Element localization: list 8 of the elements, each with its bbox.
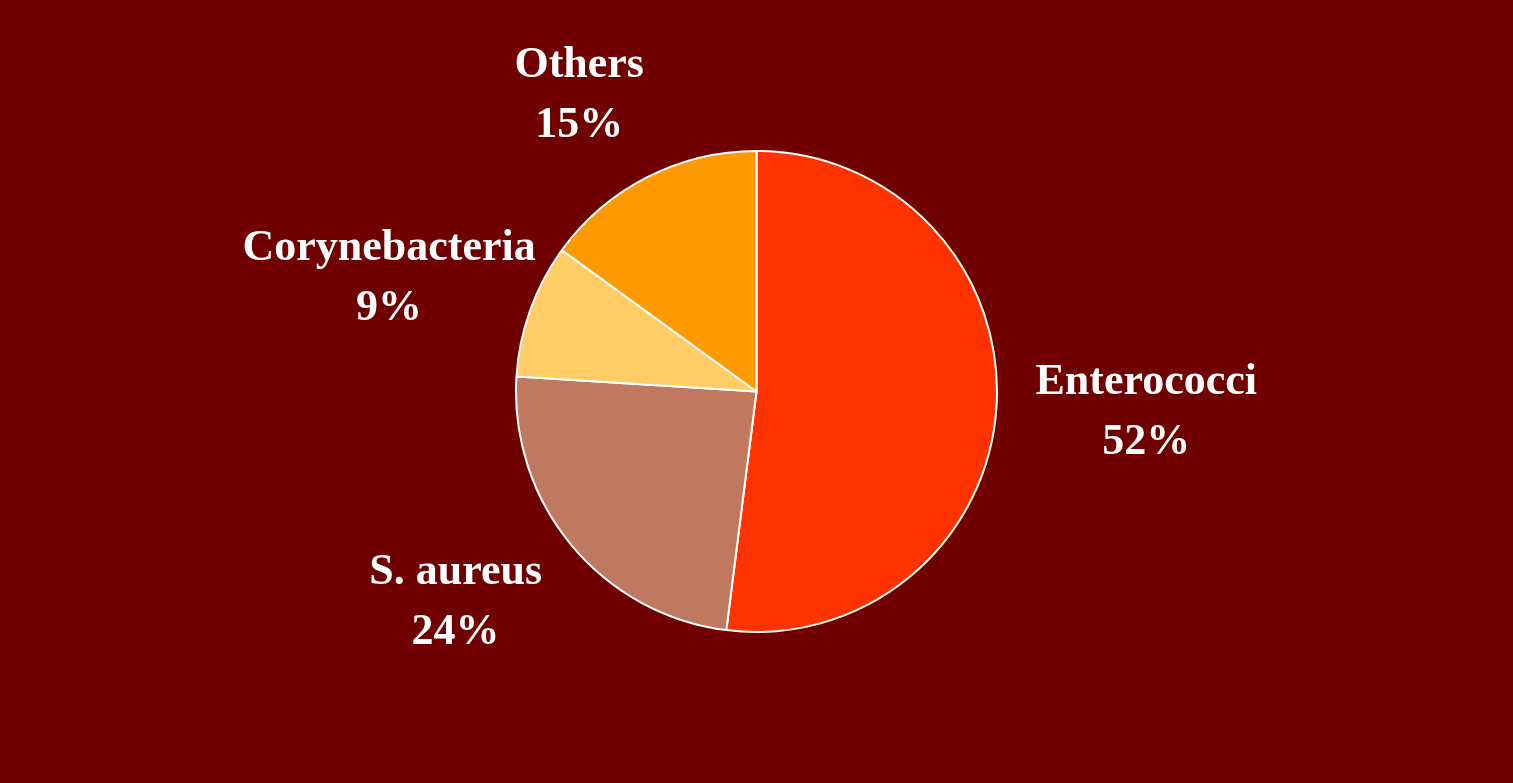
data-label: 52% xyxy=(1102,414,1191,464)
slice-label: Corynebacteria xyxy=(242,221,536,271)
slice-label: S. aureus xyxy=(369,545,543,595)
slice-label: Others xyxy=(514,38,644,88)
data-label: 24% xyxy=(411,605,500,655)
data-label: 15% xyxy=(535,98,624,148)
slice-label: Enterococci xyxy=(1035,354,1257,404)
data-label: 9% xyxy=(356,281,423,331)
